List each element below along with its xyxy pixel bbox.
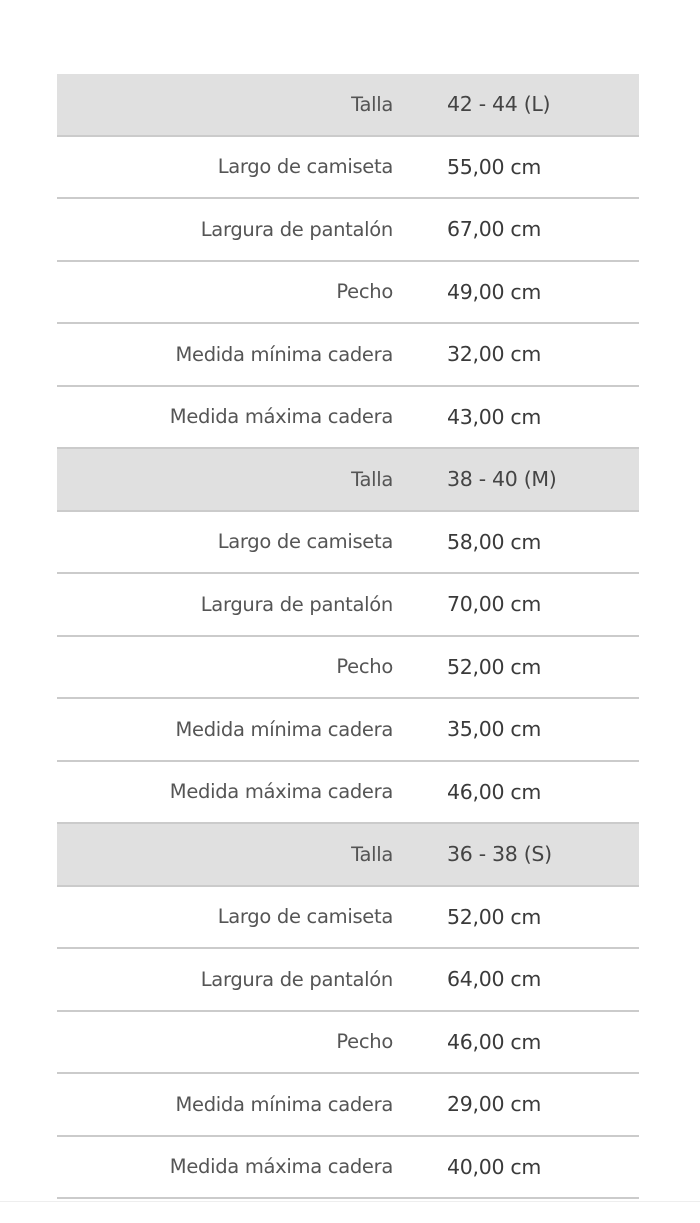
row-label: Largo de camiseta — [217, 530, 394, 554]
row-value: 43,00 cm — [447, 404, 542, 429]
table-row: Pecho 49,00 cm — [57, 262, 639, 324]
row-value: 46,00 cm — [447, 1029, 542, 1054]
size-header-row: Talla 36 - 38 (S) — [57, 824, 639, 887]
table-row: Medida máxima cadera 43,00 cm — [57, 387, 639, 449]
row-label: Largura de pantalón — [200, 217, 394, 241]
row-label: Largo de camiseta — [217, 155, 394, 179]
size-header-row: Talla 38 - 40 (M) — [57, 449, 639, 512]
table-row: Medida mínima cadera 29,00 cm — [57, 1074, 639, 1137]
row-label: Talla — [351, 467, 393, 491]
row-value: 42 - 44 (L) — [447, 92, 551, 117]
row-value: 32,00 cm — [447, 342, 542, 367]
table-row: Medida máxima cadera 46,00 cm — [57, 762, 639, 824]
table-row: Largura de pantalón 67,00 cm — [57, 199, 639, 262]
row-label: Largo de camiseta — [217, 905, 394, 929]
row-label: Talla — [351, 842, 393, 866]
row-label: Largura de pantalón — [200, 592, 394, 616]
row-value: 64,00 cm — [447, 967, 542, 992]
row-value: 67,00 cm — [447, 217, 542, 242]
table-row: Pecho 46,00 cm — [57, 1012, 639, 1074]
table-row: Largo de camiseta 52,00 cm — [57, 887, 639, 949]
row-label: Medida máxima cadera — [169, 780, 394, 804]
table-row: Largura de pantalón 70,00 cm — [57, 574, 639, 637]
row-label: Medida mínima cadera — [175, 717, 394, 741]
row-label: Medida mínima cadera — [175, 342, 394, 366]
row-value: 38 - 40 (M) — [447, 467, 557, 492]
row-value: 35,00 cm — [447, 717, 542, 742]
table-row: Medida mínima cadera 35,00 cm — [57, 699, 639, 762]
row-value: 40,00 cm — [447, 1154, 542, 1179]
table-row: Largo de camiseta 55,00 cm — [57, 137, 639, 199]
row-label: Pecho — [336, 1030, 393, 1054]
row-value: 46,00 cm — [447, 779, 542, 804]
row-value: 49,00 cm — [447, 279, 542, 304]
row-label: Talla — [351, 92, 393, 116]
row-label: Pecho — [336, 655, 393, 679]
size-table: Talla 42 - 44 (L) Largo de camiseta 55,00 c… — [57, 74, 639, 1199]
row-value: 55,00 cm — [447, 154, 542, 179]
table-row: Medida mínima cadera 32,00 cm — [57, 324, 639, 387]
row-label: Medida máxima cadera — [169, 1155, 394, 1179]
table-row: Largura de pantalón 64,00 cm — [57, 949, 639, 1012]
page-divider — [0, 1201, 700, 1202]
row-value: 52,00 cm — [447, 654, 542, 679]
size-header-row: Talla 42 - 44 (L) — [57, 74, 639, 137]
table-row: Largo de camiseta 58,00 cm — [57, 512, 639, 574]
row-label: Medida máxima cadera — [169, 405, 394, 429]
row-value: 36 - 38 (S) — [447, 842, 552, 867]
row-value: 70,00 cm — [447, 592, 542, 617]
row-value: 52,00 cm — [447, 904, 542, 929]
row-value: 58,00 cm — [447, 529, 542, 554]
table-row: Pecho 52,00 cm — [57, 637, 639, 699]
table-row: Medida máxima cadera 40,00 cm — [57, 1137, 639, 1199]
row-label: Pecho — [336, 280, 393, 304]
row-label: Medida mínima cadera — [175, 1092, 394, 1116]
row-value: 29,00 cm — [447, 1092, 542, 1117]
row-label: Largura de pantalón — [200, 967, 394, 991]
